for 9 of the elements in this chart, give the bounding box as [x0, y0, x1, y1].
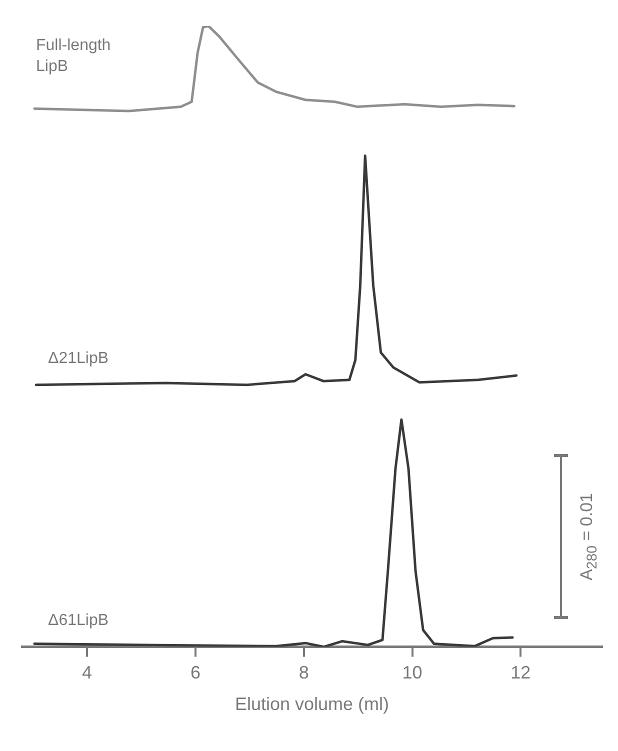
series-label: Δ21LipB [48, 350, 109, 367]
x-tick-label: 8 [298, 662, 309, 683]
x-axis-title: Elution volume (ml) [234, 694, 390, 714]
text: Full-length LipB [36, 37, 111, 76]
x-tick-label: 12 [510, 662, 531, 683]
x-tick-label: 10 [402, 662, 422, 683]
series-label: Δ61LipB [48, 612, 109, 629]
x-tick-label: 4 [82, 662, 92, 683]
x-tick-label: 6 [190, 662, 200, 683]
